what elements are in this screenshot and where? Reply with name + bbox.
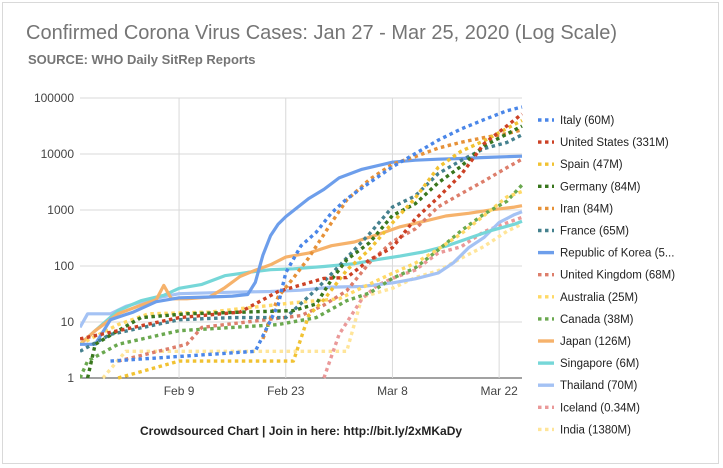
chart-frame xyxy=(2,2,719,464)
chart-subtitle: SOURCE: WHO Daily SitRep Reports xyxy=(28,52,256,67)
chart-title: Confirmed Corona Virus Cases: Jan 27 - M… xyxy=(26,22,618,44)
legend-label: Iceland (0.34M) xyxy=(560,402,640,414)
legend-label: United States (331M) xyxy=(560,137,669,149)
gridlines xyxy=(80,97,522,379)
legend-label: United Kingdom (68M) xyxy=(560,270,675,282)
series-line xyxy=(85,124,523,379)
series-line xyxy=(110,105,523,363)
y-tick-label: 10000 xyxy=(41,147,75,161)
series-line xyxy=(322,215,523,379)
legend-label: Canada (38M) xyxy=(560,314,634,326)
series-line xyxy=(80,183,524,379)
series-line xyxy=(80,133,523,353)
x-tick-label: Mar 8 xyxy=(377,384,408,398)
x-tick-label: Mar 22 xyxy=(480,384,518,398)
series-line xyxy=(80,154,523,346)
legend-label: Thailand (70M) xyxy=(560,380,638,392)
series-line xyxy=(80,204,523,346)
legend-label: France (65M) xyxy=(560,226,629,238)
legend-label: Iran (84M) xyxy=(560,203,613,215)
x-tick-label: Feb 23 xyxy=(267,384,305,398)
y-tick-label: 10 xyxy=(61,315,75,329)
legend-label: Singapore (6M) xyxy=(560,358,639,370)
series-line xyxy=(117,157,523,363)
series-line xyxy=(80,219,523,346)
legend-label: Australia (25M) xyxy=(560,292,638,304)
y-tick-label: 100 xyxy=(54,259,74,273)
legend-label: Italy (60M) xyxy=(560,115,614,127)
legend-label: Republic of Korea (5... xyxy=(560,248,674,260)
y-axis: 1 10 100 1000 10000 100000 xyxy=(34,91,74,385)
y-tick-label: 1000 xyxy=(47,203,74,217)
y-tick-label: 100000 xyxy=(34,91,74,105)
series-line xyxy=(101,222,523,380)
series-line xyxy=(261,128,523,340)
series-lines xyxy=(80,105,524,380)
x-tick-label: Feb 9 xyxy=(164,384,195,398)
legend-label: Japan (126M) xyxy=(560,336,631,348)
x-axis: Feb 9 Feb 23 Mar 8 Mar 22 xyxy=(164,384,518,398)
legend-label: Spain (47M) xyxy=(560,159,623,171)
series-line xyxy=(117,118,523,380)
legend-label: India (1380M) xyxy=(560,424,631,436)
legend: Italy (60M) United States (331M) Spain (47… xyxy=(538,115,675,436)
series-line xyxy=(80,112,524,341)
chart-footer: Crowdsourced Chart | Join in here: http:… xyxy=(140,424,463,438)
series-line xyxy=(80,189,523,346)
legend-label: Germany (84M) xyxy=(560,181,641,193)
y-tick-label: 1 xyxy=(67,371,74,385)
